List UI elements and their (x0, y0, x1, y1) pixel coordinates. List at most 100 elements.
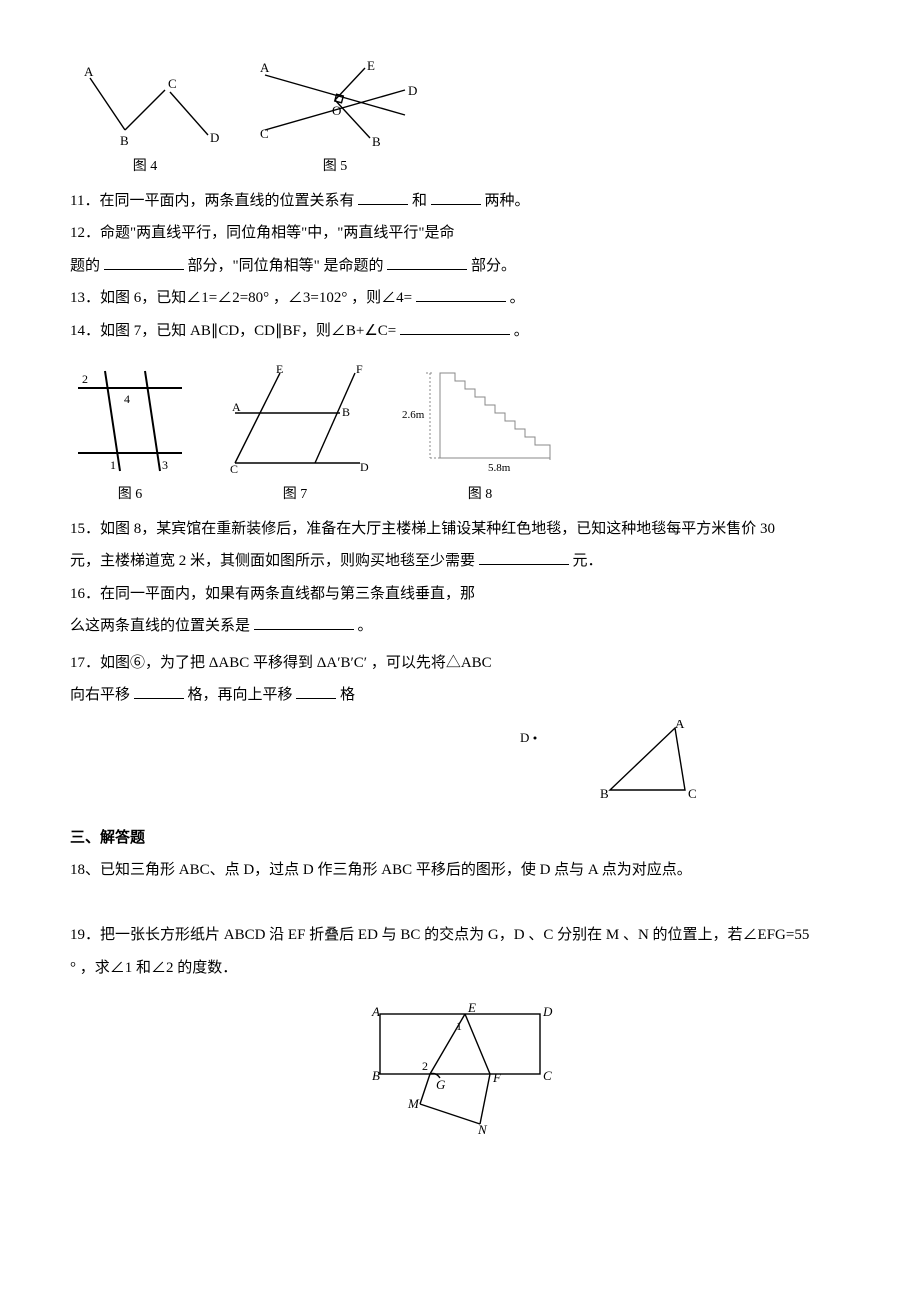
q16-text-2a: 么这两条直线的位置关系是 (70, 618, 250, 634)
svg-text:E: E (367, 60, 375, 73)
q11-text-c: 两种。 (484, 193, 529, 209)
figure-4-caption: 图 4 (70, 154, 220, 181)
svg-text:1: 1 (110, 458, 116, 472)
svg-text:D: D (542, 1004, 553, 1019)
figure-4: A B C D 图 4 (70, 60, 220, 181)
q11-blank-2 (431, 189, 481, 205)
svg-text:D: D (210, 130, 219, 145)
svg-text:C: C (688, 786, 697, 800)
svg-text:E: E (276, 363, 283, 376)
q13-blank (416, 286, 506, 302)
svg-text:C: C (260, 126, 269, 141)
figure-7: A B C D E F 图 7 (220, 363, 370, 509)
question-19-line1: 19．把一张长方形纸片 ABCD 沿 EF 折叠后 ED 与 BC 的交点为 G… (70, 921, 850, 950)
q14-text-a: 14．如图 7，已知 AB∥CD，CD∥BF，则∠B+∠C= (70, 323, 396, 339)
q15-text-1: 15．如图 8，某宾馆在重新装修后，准备在大厅主楼梯上铺设某种红色地毯，已知这种… (70, 521, 775, 537)
q19-text-1: 19．把一张长方形纸片 ABCD 沿 EF 折叠后 ED 与 BC 的交点为 G… (70, 927, 809, 943)
q15-text-2b: 元． (573, 553, 603, 569)
q11-text-a: 11．在同一平面内，两条直线的位置关系有 (70, 193, 354, 209)
q17-text-1: 17．如图⑥，为了把 ΔABC 平移得到 ΔA′B′C′ ，可以先将△ABC (70, 655, 492, 671)
svg-text:3: 3 (162, 458, 168, 472)
figure-6: 2 4 1 3 图 6 (70, 363, 190, 509)
svg-text:B: B (372, 1068, 380, 1083)
svg-text:A: A (371, 1004, 380, 1019)
svg-text:1: 1 (456, 1019, 462, 1033)
q15-blank (479, 549, 569, 565)
svg-text:2: 2 (422, 1059, 428, 1073)
q11-blank-1 (358, 189, 408, 205)
svg-text:F: F (492, 1070, 502, 1085)
q16-text-2b: 。 (358, 618, 373, 634)
question-11: 11．在同一平面内，两条直线的位置关系有 和 两种。 (70, 187, 850, 216)
svg-text:B: B (120, 133, 129, 148)
q16-text-1: 16．在同一平面内，如果有两条直线都与第三条直线垂直，那 (70, 586, 475, 602)
svg-text:M: M (407, 1096, 420, 1111)
svg-text:5.8m: 5.8m (488, 462, 511, 474)
svg-text:C: C (168, 76, 177, 91)
svg-text:G: G (436, 1077, 446, 1092)
figure-5: A B C D E O 图 5 (250, 60, 420, 181)
svg-text:2: 2 (82, 372, 88, 386)
question-18: 18、已知三角形 ABC、点 D，过点 D 作三角形 ABC 平移后的图形，使 … (70, 856, 850, 885)
figure-8-caption: 图 8 (400, 482, 560, 509)
figure-row-6-7-8: 2 4 1 3 图 6 A B C D E F 图 7 (70, 363, 850, 509)
question-12-line2: 题的 部分，"同位角相等" 是命题的 部分。 (70, 252, 850, 281)
section-3-title: 三、解答题 (70, 824, 850, 853)
svg-text:D: D (520, 730, 529, 745)
svg-text:A: A (232, 400, 241, 414)
svg-text:F: F (356, 363, 363, 376)
figure-q19: A B C D E F G M N 1 2 (360, 994, 560, 1134)
q17-blank-1 (134, 683, 184, 699)
q17-text-2c: 格 (340, 687, 355, 703)
question-19-line2: ° ，求∠1 和∠2 的度数． (70, 954, 850, 983)
svg-text:D: D (408, 83, 417, 98)
figure-6-caption: 图 6 (70, 482, 190, 509)
svg-text:A: A (84, 64, 94, 79)
question-15-line1: 15．如图 8，某宾馆在重新装修后，准备在大厅主楼梯上铺设某种红色地毯，已知这种… (70, 515, 850, 544)
q15-text-2a: 元，主楼梯道宽 2 米，其侧面如图所示，则购买地毯至少需要 (70, 553, 475, 569)
svg-text:A: A (260, 60, 270, 75)
figure-8: 2.6m 5.8m 图 8 (400, 363, 560, 509)
figure-q18: D A B C (490, 720, 850, 800)
question-17-line2: 向右平移 格，再向上平移 格 (70, 681, 850, 710)
q17-text-2b: 格，再向上平移 (188, 687, 293, 703)
question-16-line1: 16．在同一平面内，如果有两条直线都与第三条直线垂直，那 (70, 580, 850, 609)
svg-text:B: B (342, 405, 350, 419)
question-13: 13．如图 6，已知∠1=∠2=80° ，∠3=102° ，则∠4= 。 (70, 284, 850, 313)
figure-7-caption: 图 7 (220, 482, 370, 509)
q19-text-2: ° ，求∠1 和∠2 的度数． (70, 960, 237, 976)
q12-text-2b: 部分，"同位角相等" 是命题的 (188, 258, 384, 274)
q13-text-a: 13．如图 6，已知∠1=∠2=80° ，∠3=102° ，则∠4= (70, 290, 412, 306)
q17-text-2a: 向右平移 (70, 687, 130, 703)
figure-5-caption: 图 5 (250, 154, 420, 181)
question-12-line1: 12．命题"两直线平行，同位角相等"中，"两直线平行"是命 (70, 219, 850, 248)
svg-text:O: O (332, 103, 341, 118)
svg-text:B: B (600, 786, 609, 800)
q12-text-1: 12．命题"两直线平行，同位角相等"中，"两直线平行"是命 (70, 225, 455, 241)
q12-text-2a: 题的 (70, 258, 100, 274)
question-14: 14．如图 7，已知 AB∥CD，CD∥BF，则∠B+∠C= 。 (70, 317, 850, 346)
q11-text-b: 和 (412, 193, 431, 209)
question-16-line2: 么这两条直线的位置关系是 。 (70, 612, 850, 641)
q12-text-2c: 部分。 (471, 258, 516, 274)
svg-text:E: E (467, 1000, 476, 1015)
q12-blank-1 (104, 254, 184, 270)
q13-text-b: 。 (510, 290, 525, 306)
q12-blank-2 (387, 254, 467, 270)
svg-text:D: D (360, 460, 369, 474)
svg-text:N: N (477, 1122, 488, 1134)
svg-text:4: 4 (124, 392, 130, 406)
svg-text:C: C (543, 1068, 552, 1083)
svg-text:C: C (230, 462, 238, 476)
svg-text:2.6m: 2.6m (402, 409, 425, 421)
question-17-line1: 17．如图⑥，为了把 ΔABC 平移得到 ΔA′B′C′ ，可以先将△ABC (70, 649, 850, 678)
q18-text: 18、已知三角形 ABC、点 D，过点 D 作三角形 ABC 平移后的图形，使 … (70, 862, 692, 878)
q17-blank-2 (296, 683, 336, 699)
q16-blank (254, 614, 354, 630)
svg-text:A: A (675, 720, 685, 731)
svg-text:B: B (372, 134, 381, 149)
figure-row-4-5: A B C D 图 4 A B C D E O 图 5 (70, 60, 850, 181)
q14-text-b: 。 (514, 323, 529, 339)
q14-blank (400, 319, 510, 335)
question-15-line2: 元，主楼梯道宽 2 米，其侧面如图所示，则购买地毯至少需要 元． (70, 547, 850, 576)
